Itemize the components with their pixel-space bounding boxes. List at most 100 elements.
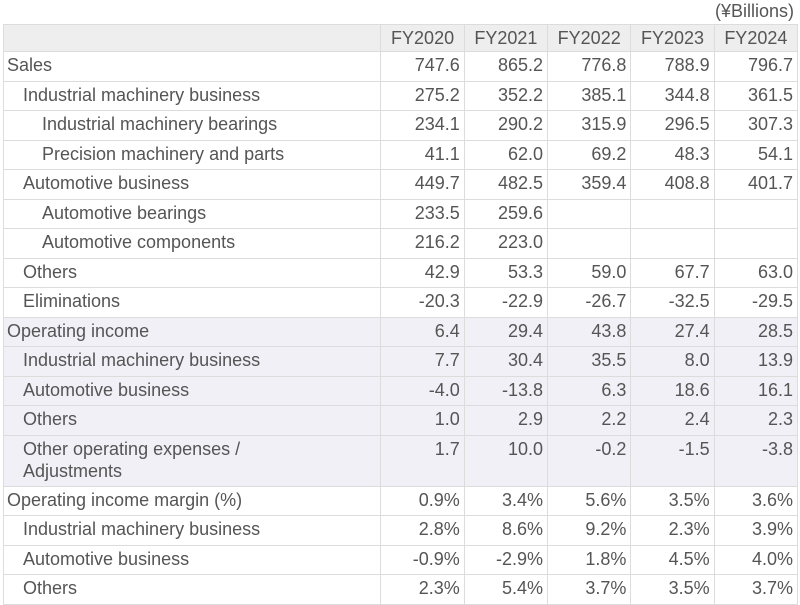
value-cell: 307.3 — [713, 110, 799, 141]
value-cell — [630, 198, 715, 229]
value-cell: 259.6 — [463, 198, 549, 229]
units-label: (¥Billions) — [714, 1, 794, 21]
value-cell: 2.3% — [630, 515, 715, 546]
row-label: Industrial machinery bearings — [2, 110, 382, 141]
value-cell: 0.9% — [380, 485, 465, 516]
value-cell: -3.8 — [713, 434, 799, 487]
value-cell: 1.8% — [547, 544, 632, 575]
row-label: Industrial machinery business — [2, 346, 382, 377]
value-cell: 2.4 — [630, 405, 715, 436]
value-cell: 18.6 — [630, 375, 715, 406]
value-cell: 2.3% — [380, 574, 465, 605]
header-label-cell — [2, 24, 382, 52]
value-cell: 4.5% — [630, 544, 715, 575]
row-label: Others — [2, 574, 382, 605]
value-cell: 275.2 — [380, 80, 465, 111]
value-cell: 1.0 — [380, 405, 465, 436]
value-cell: 4.0% — [713, 544, 799, 575]
value-cell: 776.8 — [547, 51, 632, 82]
table-row: Sales 747.6 865.2 776.8 788.9 796.7 — [2, 51, 799, 82]
value-cell: 2.8% — [380, 515, 465, 546]
row-label: Automotive bearings — [2, 198, 382, 229]
column-header-fy2021: FY2021 — [463, 24, 549, 52]
value-cell: 35.5 — [547, 346, 632, 377]
value-cell: 2.9 — [463, 405, 549, 436]
table-row: Others 2.3% 5.4% 3.7% 3.5% 3.7% — [2, 574, 799, 605]
value-cell: -13.8 — [463, 375, 549, 406]
value-cell: 6.3 — [547, 375, 632, 406]
value-cell: -32.5 — [630, 287, 715, 318]
value-cell: 223.0 — [463, 228, 549, 259]
row-label: Others — [2, 257, 382, 288]
value-cell: 3.5% — [630, 485, 715, 516]
value-cell — [630, 228, 715, 259]
value-cell: 41.1 — [380, 139, 465, 170]
value-cell: 796.7 — [713, 51, 799, 82]
value-cell: 788.9 — [630, 51, 715, 82]
table-row: Automotive bearings 233.5 259.6 — [2, 198, 799, 229]
value-cell: 28.5 — [713, 316, 799, 347]
value-cell: -4.0 — [380, 375, 465, 406]
value-cell: 48.3 — [630, 139, 715, 170]
table-row: Eliminations -20.3 -22.9 -26.7 -32.5 -29.5 — [2, 287, 799, 318]
value-cell — [713, 228, 799, 259]
value-cell: -0.2 — [547, 434, 632, 487]
value-cell: -29.5 — [713, 287, 799, 318]
row-label: Precision machinery and parts — [2, 139, 382, 170]
value-cell: 8.6% — [463, 515, 549, 546]
table-row: Industrial machinery business 7.7 30.4 35.5… — [2, 346, 799, 377]
header-row: FY2020 FY2021 FY2022 FY2023 FY2024 — [2, 24, 799, 52]
value-cell: 3.7% — [547, 574, 632, 605]
table-row: Others 42.9 53.3 59.0 67.7 63.0 — [2, 257, 799, 288]
financial-table: FY2020 FY2021 FY2022 FY2023 FY2024 Sales 747.… — [2, 24, 799, 605]
value-cell: 42.9 — [380, 257, 465, 288]
value-cell: 30.4 — [463, 346, 549, 377]
value-cell: 290.2 — [463, 110, 549, 141]
value-cell: 67.7 — [630, 257, 715, 288]
value-cell: 359.4 — [547, 169, 632, 200]
value-cell: 344.8 — [630, 80, 715, 111]
table-row: Automotive business 449.7 482.5 359.4 408.8 4… — [2, 169, 799, 200]
value-cell: 2.3 — [713, 405, 799, 436]
table-row: Others 1.0 2.9 2.2 2.4 2.3 — [2, 405, 799, 436]
table-body: Sales 747.6 865.2 776.8 788.9 796.7 Industrial… — [2, 51, 799, 605]
value-cell: 9.2% — [547, 515, 632, 546]
row-label: Eliminations — [2, 287, 382, 318]
value-cell: -2.9% — [463, 544, 549, 575]
value-cell: 2.2 — [547, 405, 632, 436]
value-cell: 1.7 — [380, 434, 465, 487]
value-cell: 315.9 — [547, 110, 632, 141]
value-cell: -22.9 — [463, 287, 549, 318]
value-cell: 7.7 — [380, 346, 465, 377]
value-cell: 482.5 — [463, 169, 549, 200]
value-cell — [547, 228, 632, 259]
row-label: Automotive components — [2, 228, 382, 259]
value-cell: 6.4 — [380, 316, 465, 347]
table-row: Automotive components 216.2 223.0 — [2, 228, 799, 259]
value-cell: 747.6 — [380, 51, 465, 82]
value-cell: 69.2 — [547, 139, 632, 170]
row-label: Automotive business — [2, 544, 382, 575]
row-label: Others — [2, 405, 382, 436]
value-cell: 401.7 — [713, 169, 799, 200]
row-label: Other operating expenses / Adjustments — [2, 434, 382, 487]
table-row: Operating income margin (%) 0.9% 3.4% 5.6% 3… — [2, 485, 799, 516]
column-header-fy2022: FY2022 — [547, 24, 632, 52]
value-cell: -20.3 — [380, 287, 465, 318]
value-cell: 3.6% — [713, 485, 799, 516]
value-cell: 54.1 — [713, 139, 799, 170]
value-cell: 3.4% — [463, 485, 549, 516]
value-cell: 13.9 — [713, 346, 799, 377]
table-row: Industrial machinery business 2.8% 8.6% 9.2… — [2, 515, 799, 546]
column-header-fy2023: FY2023 — [630, 24, 715, 52]
value-cell: 43.8 — [547, 316, 632, 347]
row-label: Industrial machinery business — [2, 515, 382, 546]
value-cell: 408.8 — [630, 169, 715, 200]
table-row: Operating income 6.4 29.4 43.8 27.4 28.5 — [2, 316, 799, 347]
value-cell: 361.5 — [713, 80, 799, 111]
row-label: Automotive business — [2, 169, 382, 200]
value-cell: 385.1 — [547, 80, 632, 111]
value-cell: 27.4 — [630, 316, 715, 347]
value-cell: 865.2 — [463, 51, 549, 82]
value-cell: 29.4 — [463, 316, 549, 347]
